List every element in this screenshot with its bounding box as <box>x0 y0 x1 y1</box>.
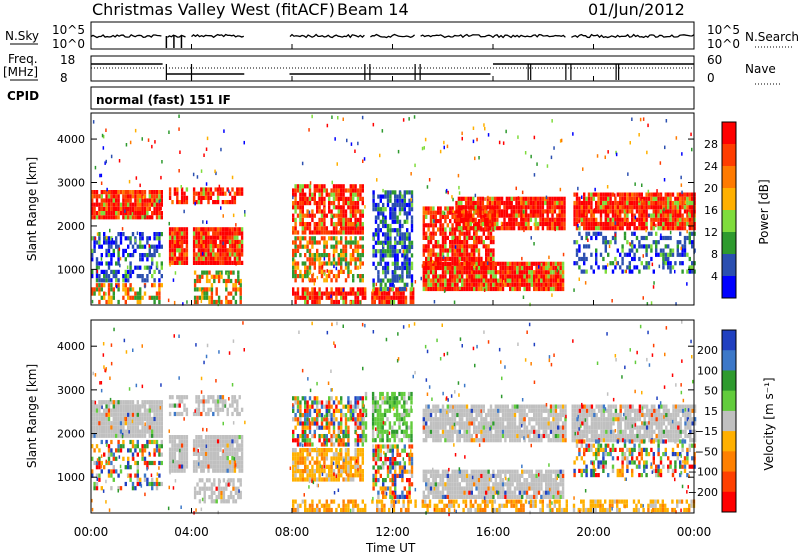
y-tick-label: 2000 <box>57 220 85 233</box>
power-heatmap <box>91 114 696 307</box>
colorbar-tick-label: −200 <box>688 486 718 499</box>
nsearch-tick-top: 10^5 <box>707 23 740 37</box>
power-ylabel: Slant Range [km] <box>25 157 39 261</box>
x-tick-label: 16:00 <box>476 525 511 539</box>
freq-tick-top: 18 <box>60 53 75 67</box>
power-colorbar: 28 24 20 16 12 8 4 <box>704 121 737 299</box>
y-tick-label: 4000 <box>57 340 85 353</box>
y-tick-label: 3000 <box>57 177 85 190</box>
colorbar-tick-label: 16 <box>704 204 718 217</box>
station-title: Christmas Valley West (fitACF) <box>92 0 335 19</box>
colorbar-segment <box>722 350 736 371</box>
y-tick-label: 1000 <box>57 263 85 276</box>
velocity-y-axis: 4000 3000 2000 1000 <box>57 340 694 484</box>
colorbar-tick-label: 8 <box>711 248 718 261</box>
cpid-label: CPID <box>7 89 39 103</box>
time-xlabel: Time UT <box>365 541 416 554</box>
velocity-ylabel: Slant Range [km] <box>25 364 39 468</box>
colorbar-segment <box>722 410 736 432</box>
colorbar-segment <box>722 232 736 255</box>
colorbar-segment <box>722 491 736 513</box>
colorbar-segment <box>722 188 736 211</box>
colorbar-segment <box>722 276 736 299</box>
colorbar-tick-label: −100 <box>688 466 718 479</box>
colorbar-tick-label: 12 <box>704 226 718 239</box>
colorbar-tick-label: 20 <box>704 182 718 195</box>
x-tick-label: 04:00 <box>174 525 209 539</box>
colorbar-tick-label: 50 <box>704 385 718 398</box>
time-x-axis: 00:00 04:00 08:00 12:00 16:00 20:00 00:00 <box>74 44 712 539</box>
colorbar-tick-label: 200 <box>697 344 718 357</box>
date-label: 01/Jun/2012 <box>588 0 685 19</box>
colorbar-tick-label: −15 <box>695 425 718 438</box>
freq-label-2: [MHz] <box>3 65 38 79</box>
y-tick-label: 3000 <box>57 384 85 397</box>
y-tick-label: 1000 <box>57 471 85 484</box>
power-y-axis: 4000 3000 2000 1000 <box>57 133 694 276</box>
colorbar-tick-label: −50 <box>695 445 718 458</box>
colorbar-tick-label: 15 <box>704 405 718 418</box>
nsearch-label: N.Search <box>745 30 799 44</box>
cpid-panel <box>90 86 695 110</box>
nsky-trace <box>90 33 695 48</box>
nsearch-tick-bottom: 10^0 <box>707 37 740 51</box>
velocity-colorbar: 200 100 50 15 −15 −50 −100 −200 <box>688 329 737 513</box>
freq-label-1: Freq. <box>8 52 38 66</box>
colorbar-segment <box>722 451 736 473</box>
colorbar-segment <box>722 210 736 233</box>
colorbar-segment <box>722 144 736 167</box>
x-tick-label: 00:00 <box>74 525 109 539</box>
colorbar-tick-label: 28 <box>704 138 718 151</box>
colorbar-segment <box>722 471 736 493</box>
colorbar-segment <box>722 370 736 392</box>
freq-tick-bottom: 8 <box>60 71 68 85</box>
colorbar-segment <box>722 254 736 277</box>
x-tick-label: 20:00 <box>576 525 611 539</box>
nsky-label: N.Sky <box>5 29 39 43</box>
velocity-heatmap <box>91 320 697 517</box>
nave-tick-top: 60 <box>707 53 722 67</box>
nsky-tick-bottom: 10^0 <box>52 37 85 51</box>
velocity-colorbar-label: Velocity [m s⁻¹] <box>762 377 776 470</box>
colorbar-segment <box>722 431 736 452</box>
nave-tick-bottom: 0 <box>707 71 715 85</box>
x-tick-label: 00:00 <box>677 525 712 539</box>
beam-label: Beam 14 <box>337 0 409 19</box>
y-tick-label: 2000 <box>57 428 85 441</box>
colorbar-tick-label: 100 <box>697 364 718 377</box>
colorbar-segment <box>722 390 736 412</box>
colorbar-tick-label: 24 <box>704 160 718 173</box>
nsky-tick-top: 10^5 <box>52 23 85 37</box>
colorbar-segment <box>722 122 736 145</box>
x-tick-label: 12:00 <box>375 525 410 539</box>
freq-trace <box>91 63 694 80</box>
nave-label: Nave <box>745 62 776 76</box>
colorbar-segment <box>722 166 736 189</box>
colorbar-segment <box>722 330 736 351</box>
cpid-value: normal (fast) 151 IF <box>96 93 231 107</box>
y-tick-label: 4000 <box>57 133 85 146</box>
x-tick-label: 08:00 <box>275 525 310 539</box>
colorbar-tick-label: 4 <box>711 270 718 283</box>
power-colorbar-label: Power [dB] <box>757 179 771 244</box>
